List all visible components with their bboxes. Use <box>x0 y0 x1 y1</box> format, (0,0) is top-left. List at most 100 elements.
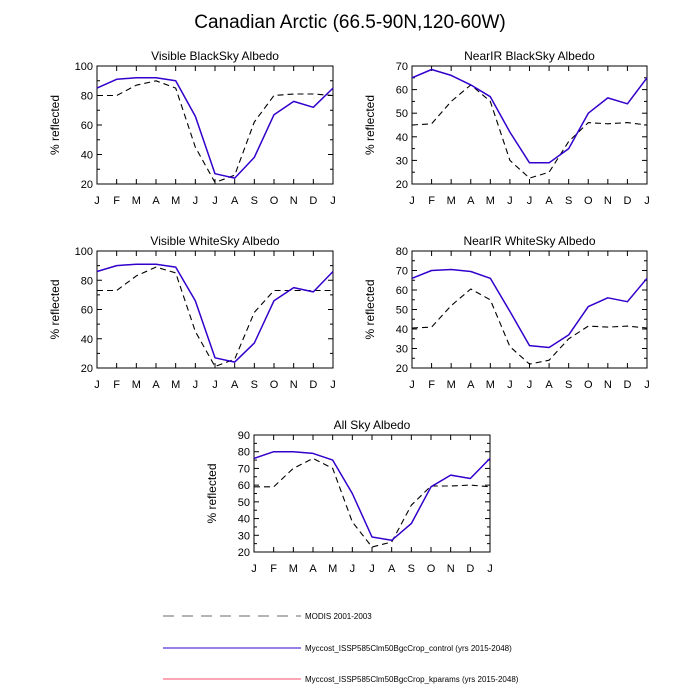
y-tick-label: 60 <box>396 285 408 297</box>
panel-title: NearIR BlackSky Albedo <box>464 49 595 63</box>
y-tick-label: 60 <box>396 85 408 97</box>
series-line-control <box>96 263 334 363</box>
x-tick-label: M <box>486 379 495 391</box>
x-tick-label: J <box>94 195 100 207</box>
panel-title: Visible BlackSky Albedo <box>151 49 279 63</box>
y-tick-label: 20 <box>396 363 408 375</box>
y-tick-label: 90 <box>238 430 250 442</box>
x-tick-label: O <box>584 379 593 391</box>
x-tick-label: J <box>369 563 375 575</box>
y-tick-label: 40 <box>81 150 93 162</box>
x-tick-label: A <box>231 195 239 207</box>
x-tick-label: J <box>487 563 493 575</box>
y-tick-label: 70 <box>238 463 250 475</box>
x-tick-label: F <box>113 195 120 207</box>
x-tick-label: N <box>604 379 612 391</box>
x-tick-label: J <box>212 195 218 207</box>
legend-label: MODIS 2001-2003 <box>305 612 372 621</box>
x-tick-label: O <box>584 195 593 207</box>
y-axis-label: % reflected <box>363 279 377 339</box>
x-tick-label: O <box>270 379 279 391</box>
y-tick-label: 30 <box>396 344 408 356</box>
legend: MODIS 2001-2003 Myccost_ISSP585Clm50BgcCr… <box>163 612 519 684</box>
x-tick-label: S <box>565 379 572 391</box>
x-tick-label: N <box>290 195 298 207</box>
y-tick-label: 70 <box>396 61 408 73</box>
y-tick-label: 30 <box>396 155 408 167</box>
y-tick-label: 60 <box>81 305 93 317</box>
x-tick-label: J <box>330 195 336 207</box>
x-tick-label: J <box>212 379 218 391</box>
x-tick-label: J <box>350 563 356 575</box>
x-tick-label: S <box>408 563 415 575</box>
x-tick-label: M <box>289 563 298 575</box>
series-line-modis <box>254 457 491 548</box>
y-tick-label: 80 <box>238 447 250 459</box>
y-tick-label: 20 <box>81 363 93 375</box>
series-line-modis <box>97 266 333 368</box>
x-tick-label: J <box>409 379 415 391</box>
y-tick-label: 70 <box>396 266 408 278</box>
series-line-control <box>253 450 491 542</box>
y-tick-label: 40 <box>81 334 93 346</box>
y-axis-label: % reflected <box>363 95 377 155</box>
y-tick-label: 80 <box>81 91 93 103</box>
series-line-control <box>411 68 648 164</box>
y-tick-label: 20 <box>81 179 93 191</box>
x-tick-label: A <box>231 379 239 391</box>
x-tick-label: O <box>427 563 436 575</box>
x-tick-label: A <box>545 379 553 391</box>
x-tick-label: D <box>623 195 631 207</box>
panel-title: NearIR WhiteSky Albedo <box>463 234 595 248</box>
x-tick-label: J <box>193 195 199 207</box>
y-tick-label: 40 <box>396 132 408 144</box>
x-tick-label: F <box>113 379 120 391</box>
x-tick-label: M <box>486 195 495 207</box>
y-tick-label: 100 <box>75 246 93 258</box>
x-tick-label: J <box>251 563 257 575</box>
y-tick-label: 20 <box>396 179 408 191</box>
x-tick-label: S <box>251 379 258 391</box>
x-tick-label: D <box>466 563 474 575</box>
x-tick-label: M <box>132 379 141 391</box>
y-tick-label: 80 <box>396 246 408 258</box>
series-line-modis <box>411 288 648 365</box>
x-tick-label: O <box>270 195 279 207</box>
x-tick-label: A <box>388 563 396 575</box>
x-tick-label: J <box>644 195 650 207</box>
legend-label: Myccost_ISSP585Clm50BgcCrop_control (yrs… <box>305 644 512 653</box>
x-tick-label: J <box>527 195 533 207</box>
x-tick-label: J <box>409 195 415 207</box>
x-tick-label: F <box>270 563 277 575</box>
y-tick-label: 60 <box>238 480 250 492</box>
y-tick-label: 20 <box>238 547 250 559</box>
legend-label: Myccost_ISSP585Clm50BgcCrop_kparams (yrs… <box>305 675 519 684</box>
x-tick-label: D <box>309 379 317 391</box>
chart-panel-1: Visible BlackSky Albedo % reflected 20 40 60… <box>48 49 336 207</box>
chart-panel-4: NearIR WhiteSky Albedo % reflected 20 30 40 5… <box>363 234 650 391</box>
panel-title: Visible WhiteSky Albedo <box>150 234 280 248</box>
x-tick-label: F <box>428 379 435 391</box>
x-tick-label: D <box>623 379 631 391</box>
y-tick-label: 80 <box>81 275 93 287</box>
y-tick-label: 40 <box>238 514 250 526</box>
plot-frame <box>96 250 334 369</box>
x-tick-label: D <box>309 195 317 207</box>
x-tick-label: J <box>193 379 199 391</box>
page-title: Canadian Arctic (66.5-90N,120-60W) <box>194 12 506 33</box>
x-tick-label: N <box>604 195 612 207</box>
x-tick-label: M <box>132 195 141 207</box>
panel-title: All Sky Albedo <box>334 418 411 432</box>
y-tick-label: 40 <box>396 324 408 336</box>
x-tick-label: A <box>545 195 553 207</box>
x-tick-label: F <box>428 195 435 207</box>
y-axis-label: % reflected <box>205 463 219 523</box>
x-tick-label: N <box>290 379 298 391</box>
x-tick-label: M <box>447 195 456 207</box>
x-tick-label: A <box>309 563 317 575</box>
plot-frame <box>96 65 334 185</box>
x-tick-label: J <box>527 379 533 391</box>
series-line-modis <box>97 80 334 184</box>
chart-panel-3: Visible WhiteSky Albedo % reflected 20 40 60… <box>48 234 336 391</box>
